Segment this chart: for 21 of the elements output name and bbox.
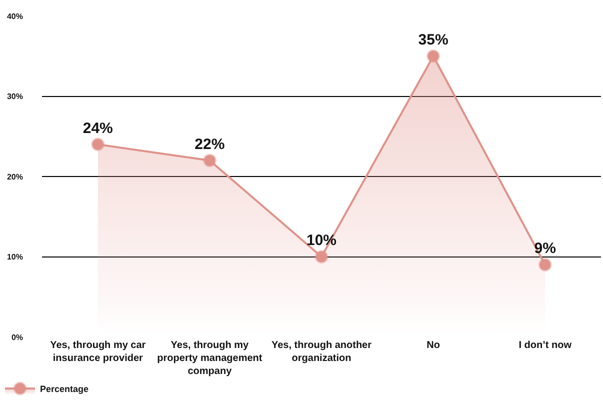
y-tick-label: 30%: [6, 92, 23, 102]
data-label: 24%: [82, 120, 113, 137]
x-tick-label: No: [426, 340, 440, 351]
x-tick-label: I don’t now: [518, 340, 572, 351]
point: [426, 49, 440, 63]
data-label: 10%: [306, 232, 337, 250]
data-label: 22%: [194, 136, 225, 153]
x-tick-label: Yes, through another organization: [271, 340, 372, 364]
y-tick-label: 10%: [6, 252, 23, 262]
point: [202, 154, 216, 168]
x-tick-label: Yes, through my property management company: [157, 340, 263, 377]
y-tick-label: 20%: [6, 172, 23, 182]
legend-label: Percentage: [40, 384, 89, 394]
point: [314, 250, 328, 264]
y-tick-label: 0%: [11, 332, 23, 342]
y-tick-label: 40%: [6, 12, 23, 21]
point: [91, 138, 105, 152]
x-tick-label: Yes, through my car insurance provider: [50, 340, 146, 364]
point: [538, 258, 552, 272]
data-label: 9%: [534, 240, 556, 258]
data-label: 35%: [418, 32, 448, 49]
